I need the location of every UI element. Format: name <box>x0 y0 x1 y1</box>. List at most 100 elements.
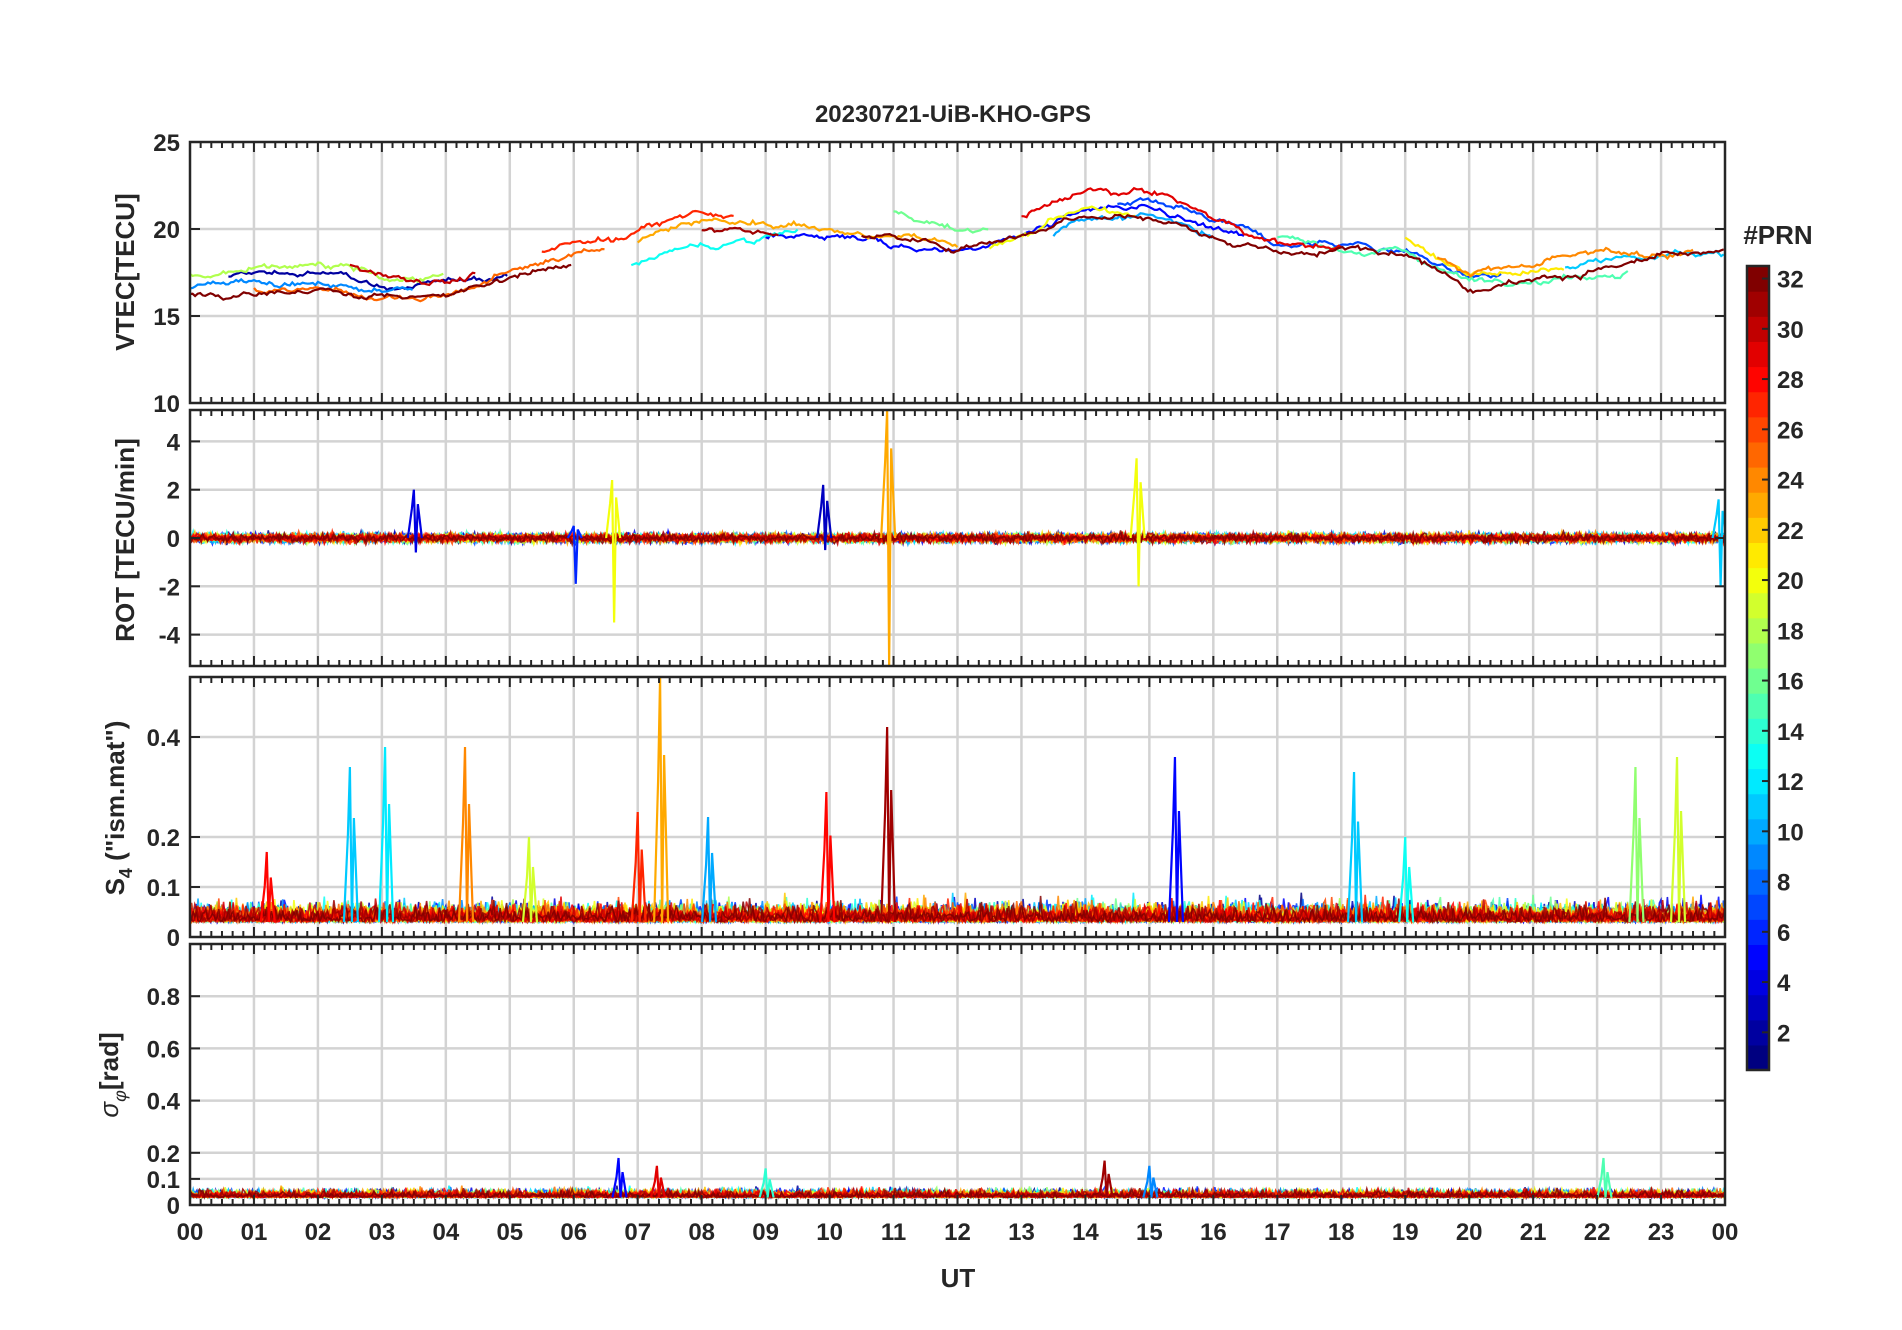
x-tick-label: 03 <box>369 1219 396 1246</box>
x-tick-label: 00 <box>1712 1219 1739 1246</box>
colorbar-band <box>1747 341 1769 368</box>
rot-ytick-label: -4 <box>159 623 181 650</box>
colorbar-band <box>1747 843 1769 870</box>
s4-ytick-label: 0 <box>167 925 180 952</box>
x-tick-labels: 00 01 02 03 04 05 06 07 08 09 10 11 12 13 14 15 16 17 18 19… <box>177 1219 1739 1246</box>
colorbar-band <box>1747 441 1769 468</box>
s4-spike-6 <box>880 726 897 923</box>
s4-spike-0 <box>342 766 359 923</box>
s4-ytick-label: 0.1 <box>147 875 180 902</box>
x-tick-label: 00 <box>177 1219 204 1246</box>
rot-spike-6 <box>1711 499 1725 587</box>
colorbar-tick-label: 26 <box>1777 417 1804 444</box>
colorbar-band <box>1747 617 1769 644</box>
vtec-ylabel: VTEC[TECU] <box>110 193 140 350</box>
rot-ylabel: ROT [TECU/min] <box>110 438 140 642</box>
x-tick-label: 06 <box>560 1219 587 1246</box>
colorbar-band <box>1747 668 1769 694</box>
rot-spike-1 <box>605 479 622 623</box>
colorbar-tick-label: 12 <box>1777 769 1804 796</box>
colorbar-band <box>1747 416 1769 443</box>
colorbar-band <box>1747 718 1769 744</box>
colorbar-tick-label: 22 <box>1777 518 1804 545</box>
x-tick-label: 16 <box>1200 1219 1227 1246</box>
s4-series-prn31 <box>190 898 1725 925</box>
vtec-series-prn30 <box>349 263 476 287</box>
colorbar-tick-label: 32 <box>1777 267 1804 294</box>
s4-spike-2 <box>457 746 475 923</box>
colorbar-band <box>1747 517 1769 543</box>
rot-series-prn30 <box>190 529 1725 548</box>
rot-series-prn32 <box>190 528 1725 548</box>
x-tick-label: 14 <box>1072 1219 1099 1246</box>
vtec-series-prn24 <box>1436 246 1694 278</box>
s4-spike-4 <box>630 811 647 923</box>
colorbar-band <box>1747 969 1769 996</box>
rot-ytick-label: 2 <box>167 478 180 505</box>
colorbar-band <box>1747 391 1769 418</box>
colorbar-band <box>1747 869 1769 895</box>
x-tick-label: 08 <box>688 1219 715 1246</box>
sigma-spike-2 <box>1097 1160 1114 1198</box>
sigma-ytick-label: 0.8 <box>147 984 180 1011</box>
vtec-series-prn32 <box>861 213 1725 294</box>
x-tick-label: 04 <box>432 1219 459 1246</box>
s4-ylabel-main: S <box>100 878 130 895</box>
rot-spike-2 <box>1129 458 1146 587</box>
s4-ylabel: S4 ("ism.mat") <box>100 721 136 896</box>
s4-spike-12 <box>521 836 539 923</box>
vtec-ytick-label: 20 <box>153 217 180 244</box>
s4-spike-8 <box>1346 771 1364 923</box>
colorbar-band <box>1747 1044 1769 1071</box>
vtec-series-prn13 <box>630 228 799 267</box>
x-tick-label: 22 <box>1584 1219 1611 1246</box>
x-tick-label: 09 <box>752 1219 779 1246</box>
rot-spike-4 <box>406 489 423 553</box>
rot-ytick-label: 0 <box>167 526 180 553</box>
s4-spike-14 <box>1398 836 1415 923</box>
sigma-ytick-label: 0.1 <box>147 1167 180 1194</box>
rot-spike-0 <box>880 410 897 666</box>
x-tick-label: 19 <box>1392 1219 1419 1246</box>
sigma-ytick-label: 0 <box>167 1193 180 1220</box>
x-tick-label: 21 <box>1520 1219 1547 1246</box>
colorbar-band <box>1747 818 1769 845</box>
x-tick-label: 05 <box>496 1219 523 1246</box>
x-tick-label: 01 <box>241 1219 268 1246</box>
s4-ylabel-sub: 4 <box>116 868 136 878</box>
s4-ytick-label: 0.2 <box>147 825 180 852</box>
colorbar-band <box>1747 291 1769 317</box>
rot-spike-3 <box>816 484 833 551</box>
vtec-series-prn21 <box>1404 236 1565 277</box>
sigma-ytick-label: 0.2 <box>147 1141 180 1168</box>
sigma-ylabel-main: σ <box>94 1101 124 1118</box>
colorbar-band <box>1747 316 1769 342</box>
sigma-spike-1 <box>649 1165 666 1198</box>
vtec-series-prn9 <box>190 277 414 294</box>
x-tick-label: 02 <box>305 1219 332 1246</box>
s4-series-prn32 <box>190 895 1725 926</box>
colorbar-band <box>1747 567 1769 594</box>
x-tick-label: 17 <box>1264 1219 1291 1246</box>
sigma-spike-3 <box>1142 1165 1159 1198</box>
rot-ytick-label: -2 <box>159 574 180 601</box>
vtec-series-prn16 <box>893 210 989 234</box>
s4-ytick-label: 0.4 <box>147 725 181 752</box>
sigma-ytick-label: 0.6 <box>147 1036 180 1063</box>
vtec-ytick-label: 25 <box>153 130 180 157</box>
x-tick-label: 20 <box>1456 1219 1483 1246</box>
colorbar-band <box>1747 768 1769 795</box>
vtec-ytick-label: 15 <box>153 304 180 331</box>
sigma-spike-4 <box>1596 1157 1613 1198</box>
colorbar-band <box>1747 894 1769 920</box>
colorbar-band <box>1747 642 1769 669</box>
s4-spike-5 <box>819 791 836 923</box>
colorbar-band <box>1747 1019 1769 1046</box>
vtec-panel: 10 15 20 25 <box>153 130 1727 418</box>
colorbar-band <box>1747 793 1769 820</box>
x-tick-label: 07 <box>624 1219 651 1246</box>
colorbar-band <box>1747 693 1769 719</box>
s4-data <box>190 677 1725 926</box>
colorbar-band <box>1747 542 1769 569</box>
